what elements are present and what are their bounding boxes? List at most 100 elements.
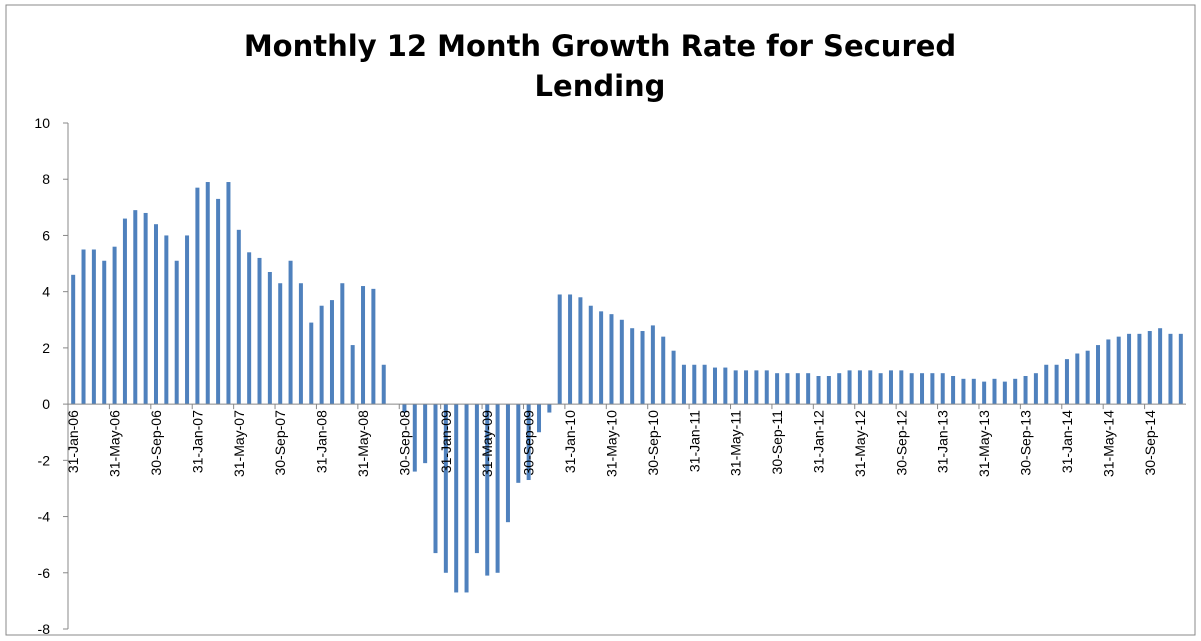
bar [1137,333,1142,405]
x-tick-label: 31-Jan-07 [189,410,205,473]
x-tick-label: 30-Sep-09 [521,410,537,476]
bar [661,336,666,405]
bar [1054,364,1059,405]
x-tick-label: 31-May-14 [1100,410,1116,477]
x-tick-label: 31-Jan-06 [65,410,81,473]
bar [1127,333,1132,405]
bar [143,212,148,405]
x-tick-label: 31-Jan-09 [438,410,454,473]
x-tick-label: 31-Jan-13 [935,410,951,473]
bar [619,319,624,405]
bar [361,286,366,405]
bar [526,404,531,481]
bar [568,294,573,405]
bar [205,182,210,405]
bar [402,404,407,413]
bar [940,373,945,405]
bar [588,305,593,405]
x-tick-label: 31-May-06 [107,410,123,477]
bar [1158,328,1163,405]
bar [806,373,811,405]
bar [868,370,873,405]
bar [423,404,428,464]
bar [537,404,542,433]
bar [775,373,780,405]
bar [185,235,190,405]
bar [764,370,769,405]
bar [930,373,935,405]
x-tick-label: 31-Jan-08 [314,410,330,473]
x-tick-label: 31-May-07 [231,410,247,477]
bar [464,404,469,593]
bar [795,373,800,405]
x-tick-label: 31-Jan-11 [686,410,702,472]
bar [671,350,676,405]
x-tick-label: 31-Jan-10 [562,410,578,473]
bar [1168,333,1173,405]
bar [412,404,417,472]
bar [247,252,252,405]
bar [909,373,914,405]
x-tick-label: 31-May-12 [852,410,868,477]
x-tick-label: 30-Sep-11 [769,410,785,475]
bar [122,218,127,405]
x-tick-label: 30-Sep-13 [1018,410,1034,476]
bar [474,404,479,554]
bar [1002,381,1007,405]
chart-title: Monthly 12 Month Growth Rate for Secured… [243,29,957,103]
bar [454,404,459,593]
bar [547,404,552,413]
bar [309,322,314,405]
x-tick-label: 30-Sep-07 [272,410,288,476]
x-tick-label: 31-Jan-12 [811,410,827,473]
bar [640,331,645,405]
bar [133,210,138,405]
bar [837,373,842,405]
bar [288,260,293,405]
bar [744,370,749,405]
y-tick-label: 2 [42,340,50,356]
bar [329,300,334,405]
bar [226,182,231,405]
bar [381,364,386,405]
bar [371,288,376,405]
bar [102,260,107,405]
bar [578,297,583,405]
bar [319,305,324,405]
bar [81,249,86,405]
bar [267,271,272,405]
bar [505,404,510,523]
bar [785,373,790,405]
bar [920,373,925,405]
bar [298,283,303,405]
x-tick-label: 31-May-13 [976,410,992,477]
bar [847,370,852,405]
bar [112,246,117,405]
bar [1096,345,1101,405]
bar [236,229,241,405]
bar [1044,364,1049,405]
bar [1075,353,1080,405]
bar [1013,378,1018,405]
bar [1106,339,1111,405]
y-tick-label: 4 [42,284,50,300]
x-tick-label: 30-Sep-12 [893,410,909,476]
x-tick-label: 31-May-09 [479,410,495,477]
y-tick-label: -6 [38,565,51,581]
bar [1147,331,1152,405]
bar [153,224,158,405]
bar [195,187,200,405]
x-tick-label: 31-May-10 [603,410,619,477]
bar [681,364,686,405]
bar [878,373,883,405]
bar [1116,336,1121,405]
bar [216,198,221,405]
x-tick-label: 30-Sep-14 [1142,410,1158,476]
y-tick-label: 0 [42,396,50,412]
bar [702,364,707,405]
bar [1033,373,1038,405]
chart-border [5,4,1196,636]
bar [992,378,997,405]
